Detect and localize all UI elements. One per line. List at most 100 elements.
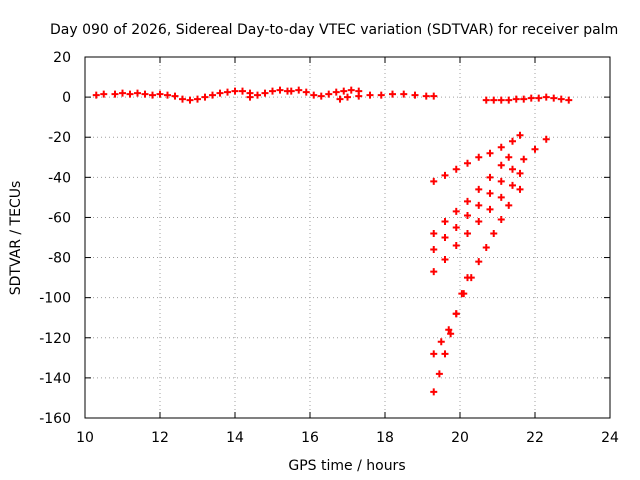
plot-frame — [84, 56, 611, 419]
data-point — [452, 310, 460, 318]
data-point — [505, 201, 513, 209]
y-tick-label: -120 — [39, 331, 71, 347]
data-point — [389, 90, 396, 98]
data-point — [430, 388, 438, 396]
data-point — [194, 95, 201, 103]
chart-title: Day 090 of 2026, Sidereal Day-to-day VTE… — [50, 22, 618, 38]
data-point — [201, 93, 209, 101]
data-point — [430, 229, 438, 237]
data-point — [452, 165, 460, 173]
x-tick-label: 22 — [526, 430, 544, 446]
y-tick-label: -60 — [48, 210, 71, 226]
x-tick-label: 16 — [301, 430, 319, 446]
data-point — [464, 197, 471, 205]
data-point — [497, 96, 505, 104]
grid-lines — [85, 57, 610, 418]
data-point — [295, 86, 303, 94]
data-point — [464, 159, 471, 167]
data-point — [486, 189, 494, 197]
data-point — [111, 90, 119, 98]
data-point — [347, 86, 355, 94]
data-point — [516, 169, 524, 177]
x-tick-labels: 10 12 14 16 18 20 22 24 — [76, 430, 619, 446]
data-point — [92, 91, 100, 99]
data-point — [497, 143, 505, 151]
data-point — [231, 87, 239, 95]
data-point — [164, 91, 171, 99]
data-point — [441, 350, 449, 358]
data-point — [542, 93, 550, 101]
data-point — [531, 145, 539, 153]
data-point — [209, 91, 216, 99]
data-point — [445, 326, 453, 334]
data-point — [186, 96, 194, 104]
series-7 — [430, 135, 550, 254]
data-point — [332, 88, 340, 96]
y-axis-title: SDTVAR / TECUs — [8, 181, 24, 296]
data-point — [509, 137, 516, 145]
data-point — [435, 370, 443, 378]
data-point — [366, 91, 374, 99]
data-point — [475, 258, 483, 266]
data-point — [497, 193, 505, 201]
data-point — [505, 153, 513, 161]
data-point — [224, 88, 231, 96]
x-tick-label: 18 — [376, 430, 394, 446]
data-point — [400, 90, 408, 98]
data-point — [430, 350, 438, 358]
data-point — [497, 177, 505, 185]
data-point — [430, 177, 438, 185]
series-1 — [246, 86, 291, 101]
data-point — [490, 96, 498, 104]
data-point — [486, 149, 494, 157]
data-point — [482, 96, 490, 104]
data-point — [126, 90, 134, 98]
data-point — [317, 92, 325, 100]
data-point — [557, 95, 565, 103]
x-axis-title: GPS time / hours — [288, 458, 405, 474]
data-point — [325, 90, 333, 98]
y-tick-label: -80 — [48, 251, 71, 267]
data-point — [542, 135, 550, 143]
data-point — [452, 223, 460, 231]
data-point — [490, 229, 498, 237]
data-point — [411, 91, 419, 99]
data-point — [336, 95, 344, 103]
data-point — [171, 92, 179, 100]
y-tick-label: -40 — [48, 170, 71, 186]
data-point — [239, 87, 246, 95]
series-6 — [430, 153, 513, 237]
x-tick-label: 10 — [76, 430, 94, 446]
series-9 — [430, 185, 524, 358]
data-point — [486, 205, 494, 213]
data-point — [452, 242, 460, 250]
data-point — [430, 268, 438, 276]
data-point — [475, 217, 483, 225]
data-point — [497, 161, 505, 169]
y-tick-labels: 20 0 -20 -40 -60 -80 -100 -120 -140 -160 — [39, 50, 71, 427]
data-point — [246, 93, 254, 101]
data-point — [254, 91, 261, 99]
data-point — [464, 274, 471, 282]
data-point — [216, 89, 224, 97]
data-point — [261, 89, 269, 97]
y-tick-label: 0 — [62, 90, 71, 106]
series-4 — [482, 93, 573, 104]
data-point — [430, 246, 438, 254]
data-point — [452, 207, 460, 215]
data-point — [550, 94, 558, 102]
data-point — [134, 89, 141, 97]
data-point — [100, 90, 108, 98]
data-point — [520, 155, 528, 163]
x-tick-label: 12 — [151, 430, 169, 446]
data-point — [430, 92, 438, 100]
data-point — [355, 92, 363, 100]
data-point — [119, 89, 126, 97]
y-tick-label: -160 — [39, 411, 71, 427]
data-point — [509, 165, 516, 173]
series-0 — [92, 87, 254, 104]
data-point — [516, 185, 524, 193]
data-point — [505, 96, 513, 104]
axis-ticks — [84, 56, 611, 419]
data-point — [141, 90, 149, 98]
